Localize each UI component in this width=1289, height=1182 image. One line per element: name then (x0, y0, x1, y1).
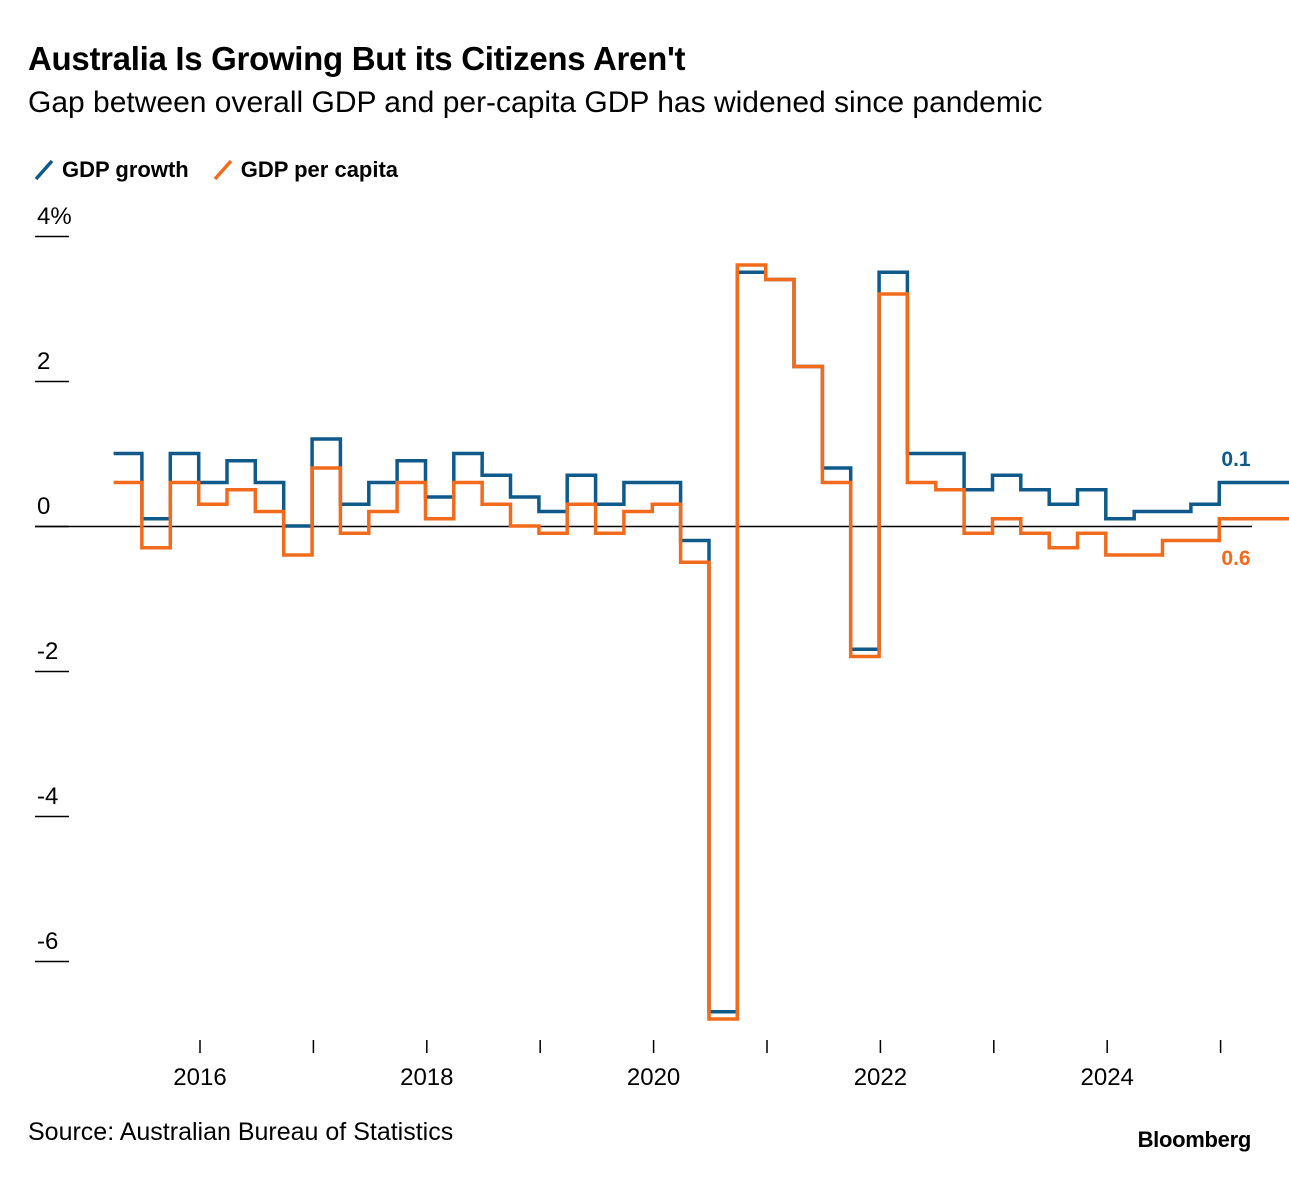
chart-title: Australia Is Growing But its Citizens Ar… (28, 40, 686, 77)
y-tick-label-3: -2 (37, 638, 58, 665)
x-tick-label-4: 2024 (1081, 1064, 1134, 1091)
chart-subtitle: Gap between overall GDP and per-capita G… (28, 86, 1043, 119)
end-label-gdp-per-capita: 0.6 (1221, 547, 1250, 570)
legend-item-gdp-growth: GDP growth (32, 157, 189, 183)
y-tick-label-0: 4% (37, 203, 72, 230)
legend-swatch-gdp-growth (32, 157, 56, 183)
y-tick-label-5: -6 (37, 928, 58, 955)
legend-label-gdp-growth: GDP growth (62, 157, 189, 182)
legend-label-gdp-per-capita: GDP per capita (240, 157, 399, 182)
legend: GDP growth GDP per capita (32, 155, 420, 185)
y-tick-label-1: 2 (37, 348, 50, 375)
x-tick-label-3: 2022 (854, 1064, 907, 1091)
y-tick-label-4: -4 (37, 783, 58, 810)
legend-swatch-gdp-per-capita (211, 157, 235, 183)
x-tick-label-2: 2020 (627, 1064, 680, 1091)
x-tick-label-0: 2016 (173, 1064, 226, 1091)
x-tick-label-1: 2018 (400, 1064, 453, 1091)
series-line-gdp-growth (113, 270, 1289, 1014)
source-note: Source: Australian Bureau of Statistics (28, 1118, 454, 1146)
series-line-gdp-per-capita (113, 263, 1289, 1021)
y-tick-label-2: 0 (37, 493, 50, 520)
bloomberg-logo: Bloomberg (1137, 1127, 1252, 1152)
legend-item-gdp-per-capita: GDP per capita (211, 157, 398, 183)
end-label-gdp-growth: 0.1 (1221, 448, 1251, 471)
